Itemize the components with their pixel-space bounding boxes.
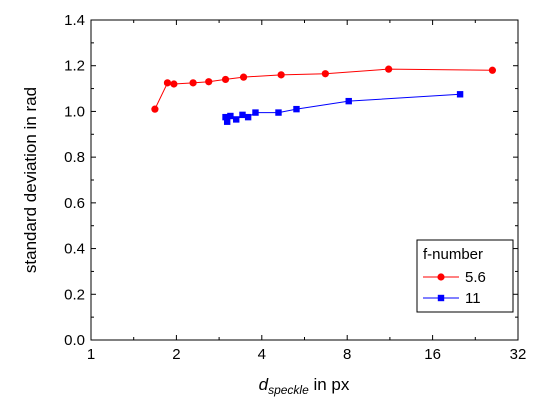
- x-tick-label: 1: [87, 346, 95, 363]
- x-tick-label: 4: [258, 346, 266, 363]
- data-point: [346, 98, 352, 104]
- data-point: [151, 106, 158, 113]
- x-tick-label: 16: [424, 346, 441, 363]
- y-tick-label: 1.2: [64, 58, 85, 75]
- series-line: [226, 94, 461, 121]
- y-tick-label: 1.4: [64, 12, 85, 29]
- x-tick-label: 2: [172, 346, 180, 363]
- legend-title: f-number: [423, 246, 483, 263]
- y-tick-label: 0.2: [64, 286, 85, 303]
- y-tick-label: 0.4: [64, 241, 85, 258]
- data-point: [322, 70, 329, 77]
- legend-label: 11: [465, 290, 481, 307]
- x-axis-title: dspeckle in px: [259, 375, 350, 397]
- y-tick-label: 1.0: [64, 103, 85, 120]
- data-point: [222, 76, 229, 83]
- data-point: [245, 114, 251, 120]
- data-point: [205, 78, 212, 85]
- legend-marker: [437, 273, 444, 280]
- series-1: [151, 66, 496, 113]
- y-tick-label: 0.8: [64, 149, 85, 166]
- data-point: [170, 80, 177, 87]
- data-point: [189, 79, 196, 86]
- data-point: [239, 112, 245, 118]
- series-2: [222, 91, 463, 125]
- data-point: [164, 79, 171, 86]
- y-tick-label: 0.0: [64, 332, 85, 349]
- data-point: [252, 109, 258, 115]
- data-point: [275, 109, 281, 115]
- data-point: [385, 66, 392, 73]
- x-tick-label: 32: [510, 346, 527, 363]
- y-tick-label: 0.6: [64, 195, 85, 212]
- legend-label: 5.6: [465, 269, 486, 286]
- data-point: [224, 119, 230, 125]
- x-axis-title-rest: in px: [309, 375, 350, 394]
- y-axis-title: standard deviation in rad: [21, 87, 40, 273]
- legend: f-number 5.6 11: [417, 240, 513, 312]
- x-tick-label: 8: [343, 346, 351, 363]
- data-point: [227, 113, 233, 119]
- data-point: [233, 116, 239, 122]
- data-point: [457, 91, 463, 97]
- data-point: [240, 74, 247, 81]
- data-point: [489, 67, 496, 74]
- data-point: [293, 106, 299, 112]
- data-point: [278, 71, 285, 78]
- x-axis-title-subscript: speckle: [268, 383, 309, 397]
- series-layer: [151, 66, 496, 125]
- legend-marker: [438, 295, 444, 301]
